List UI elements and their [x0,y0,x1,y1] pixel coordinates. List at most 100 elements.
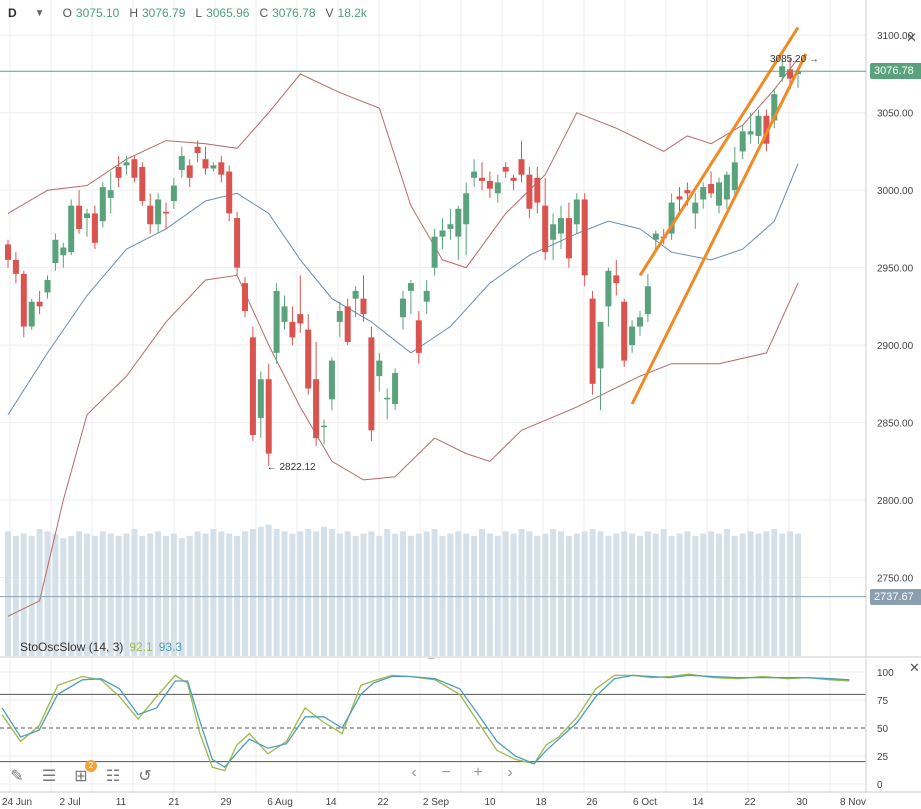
volume-bar [423,531,430,656]
add-indicator-icon[interactable]: ⊞ 2 [70,760,97,787]
close-label: C [259,6,269,20]
volume-bar [12,535,19,656]
candle-down [542,205,549,253]
volume-bar [226,533,233,656]
volume-bar [668,535,675,656]
candle-down [186,165,193,178]
osc-tick-label: 50 [877,724,889,735]
date-tick-label: 2 Sep [423,797,450,808]
ohlc-legend: D ▼ O 3075.10 H 3076.79 L 3065.96 C 3076.78 … [8,5,373,21]
candle-down [479,177,485,181]
oscillator-name[interactable]: StoOscSlow (14, 3) [20,640,124,654]
candle-down [139,166,146,202]
volume-bar [463,533,470,656]
date-tick-label: 6 Aug [267,797,293,808]
chevron-down-icon[interactable]: ▼ [34,7,45,19]
candle-up [407,283,414,291]
volume-bar [534,535,541,656]
volume-bar [210,529,217,656]
volume-bar [510,533,517,656]
volume-bar [281,531,288,656]
candle-up [328,360,335,400]
candle-up [384,397,391,400]
volume-bar [779,533,786,656]
oscillator-panel[interactable]: 100 75 50 25 0 [0,659,921,793]
trendline [638,26,800,277]
close-main-icon[interactable]: ✕ [906,30,917,45]
volume-bar [170,533,177,656]
volume-bar [708,531,715,656]
volume-bar [581,531,588,656]
date-tick-label: 26 [586,797,598,808]
date-tick-label: 2 Jul [59,797,80,808]
open-value: 3075.10 [75,6,120,20]
volume-bar [91,535,98,656]
candle-down [289,321,296,338]
volume-bar [700,533,707,656]
volume-bar [763,531,770,656]
price-tick-label: 2900.00 [877,341,914,352]
candle-down [565,218,572,259]
volume-bar [621,531,628,656]
candle-up [668,202,675,234]
oscillator-d-value: 93.3 [158,640,183,654]
candle-down [415,320,422,353]
volume-bar [344,531,351,656]
zoom-in-icon[interactable]: + [473,764,483,781]
bollinger-middle-line [7,163,799,416]
settings-sliders-icon[interactable]: ☷ [105,768,121,785]
scroll-left-icon[interactable]: ‹ [411,764,417,781]
volume-bar [28,535,35,656]
candle-up [400,298,406,318]
date-tick-label: 30 [796,797,808,808]
volume-bar [99,531,106,656]
candle-down [305,329,312,389]
volume-bar [692,535,699,656]
price-tick-label: 2800.00 [877,496,914,507]
volume-bar [115,535,122,656]
low-value: 3065.96 [206,6,250,20]
volume-bar [526,531,533,656]
osc-tick-label: 25 [877,752,889,763]
trendline [630,53,808,405]
low-annotation: ← 2822.12 [267,462,316,473]
pencil-icon[interactable]: ✎ [10,768,24,785]
price-chart[interactable]: 3100.00 3050.00 3000.00 2950.00 2900.00 2850.… [0,0,921,659]
volume-label: V [325,6,334,20]
volume-bar [68,535,75,656]
volume-bar [550,529,557,656]
candle-up [376,360,383,377]
volume-bar [305,529,312,656]
volume-bar [202,533,209,656]
scroll-right-icon[interactable]: › [507,764,513,781]
list-icon[interactable]: ☰ [41,768,57,785]
volume-bar [5,531,11,656]
volume-bar [502,531,509,656]
volume-bar [123,533,130,656]
volume-bar [368,531,375,656]
open-label: O [62,6,72,20]
price-tick-label: 2750.00 [877,574,914,585]
volume-bar [597,531,604,656]
candle-down [589,298,596,384]
candle-up [652,233,659,240]
candle-up [84,213,90,219]
candle-down [202,159,209,169]
volume-bar [486,533,493,656]
candle-down [534,177,541,203]
candle-up [431,236,438,268]
volume-bar [407,535,414,656]
candle-down [5,244,11,260]
close-oscillator-icon[interactable]: ✕ [909,660,920,675]
volume-bar [44,531,51,656]
volume-bar [771,529,778,656]
navigation-controls: ‹ − + › [405,764,519,788]
candle-down [20,273,27,327]
candle-up [273,290,280,353]
volume-bar [155,531,162,656]
zoom-out-icon[interactable]: − [441,764,451,781]
reset-icon[interactable]: ↺ [138,768,152,785]
candle-up [155,199,162,225]
period-label[interactable]: D [8,6,17,20]
volume-bar [518,529,525,656]
